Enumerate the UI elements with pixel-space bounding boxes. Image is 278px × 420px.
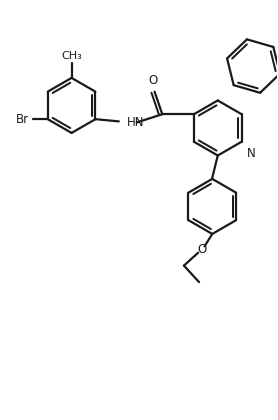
Text: Br: Br bbox=[16, 113, 29, 126]
Text: O: O bbox=[148, 74, 158, 87]
Text: N: N bbox=[247, 147, 255, 160]
Text: CH₃: CH₃ bbox=[61, 50, 82, 60]
Text: HN: HN bbox=[127, 116, 145, 129]
Text: O: O bbox=[197, 243, 207, 256]
